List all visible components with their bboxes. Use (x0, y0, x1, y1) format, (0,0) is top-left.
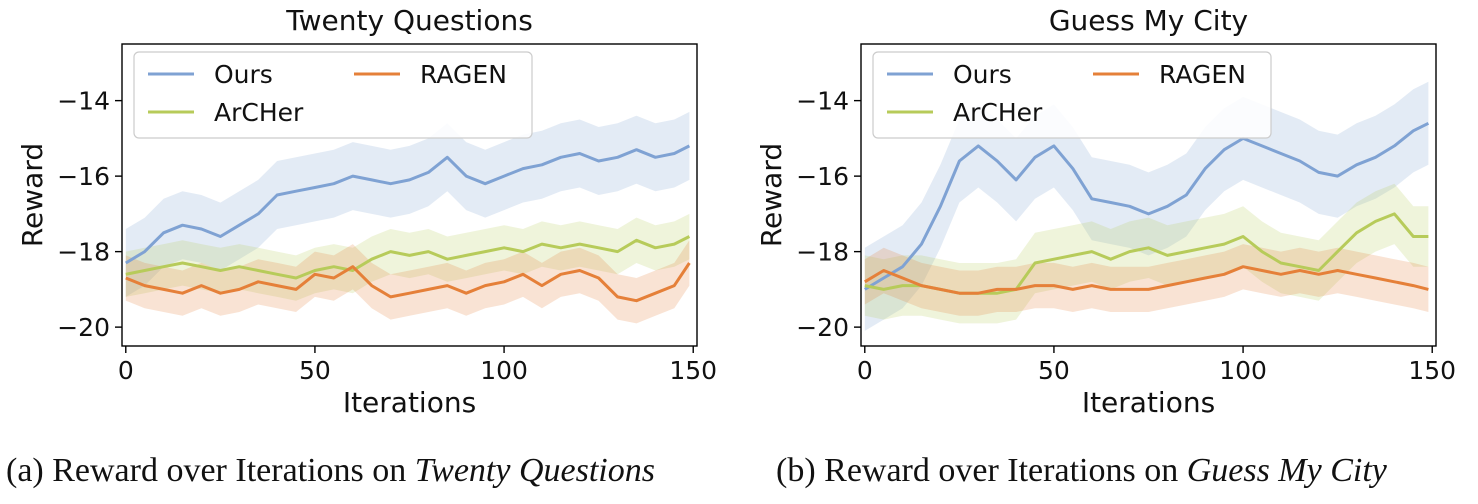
chart-1-legend-label-archer: ArCHer (953, 98, 1043, 127)
chart-1-band-ragen (864, 244, 1429, 316)
chart-0-ytick-label-2: −16 (57, 162, 110, 191)
chart-1-line-ours (864, 121, 1430, 291)
chart-0-frame (121, 43, 698, 347)
chart-0-xtick-label-0: 0 (118, 356, 134, 385)
chart-1-ytick-label-3: −14 (796, 87, 849, 116)
chart-1-legend-label-ragen: RAGEN (1159, 60, 1246, 89)
caption-b-emph: Guess My City (1186, 452, 1387, 489)
caption-a: (a) Reward over Iterations on Twenty Que… (6, 452, 655, 496)
chart-0-legend-box (133, 51, 533, 139)
chart-0-xlabel: Iterations (343, 386, 476, 419)
chart-0-title: Twenty Questions (285, 4, 533, 37)
chart-0-legend-label-archer: ArCHer (214, 98, 304, 127)
chart-1-ytick-label-2: −16 (796, 162, 849, 191)
chart-1-legend: Ours RAGEN ArCHer (872, 51, 1272, 139)
chart-0-ytick-label-3: −14 (57, 87, 110, 116)
chart-1-xtick-label-100: 100 (1219, 356, 1267, 385)
chart-0-ytick-label-1: −18 (57, 238, 110, 267)
chart-1-band-ours (864, 81, 1429, 331)
chart-1-legend-box (872, 51, 1272, 139)
caption-b: (b) Reward over Iterations on Guess My C… (776, 452, 1387, 496)
chart-1-legend-label-ours: Ours (953, 60, 1012, 89)
chart-0-band-ours (125, 111, 690, 297)
chart-0-band-ragen (125, 240, 690, 324)
chart-0-line-ragen (125, 262, 691, 303)
chart-panel-guess-my-city: Guess My City 0 50 100 150 −20 −18 −16 −14 Iterat… (755, 4, 1456, 419)
chart-1-line-ragen (864, 265, 1429, 295)
chart-1-ytick-label-0: −20 (796, 313, 849, 342)
chart-1-title: Guess My City (1049, 4, 1248, 37)
chart-0-ytick-label-0: −20 (57, 313, 110, 342)
chart-0-legend-label-ours: Ours (214, 60, 273, 89)
chart-1-xtick-label-150: 150 (1408, 356, 1456, 385)
chart-0-line-ours (125, 144, 691, 265)
chart-1-ytick-label-1: −18 (796, 238, 849, 267)
chart-0-legend: Ours RAGEN ArCHer (133, 51, 533, 139)
caption-a-prefix: (a) Reward over Iterations on (6, 452, 415, 489)
chart-0-band-archer (125, 213, 690, 301)
chart-1-xtick-label-50: 50 (1038, 356, 1070, 385)
chart-0-xtick-label-150: 150 (669, 356, 717, 385)
caption-b-prefix: (b) Reward over Iterations on (776, 452, 1187, 489)
chart-1-xtick-label-0: 0 (857, 356, 873, 385)
chart-0-xtick-label-50: 50 (299, 356, 331, 385)
chart-1-xlabel: Iterations (1082, 386, 1215, 419)
chart-0-ylabel: Reward (16, 143, 49, 247)
chart-1-ylabel: Reward (755, 143, 788, 247)
chart-1-frame (860, 43, 1437, 347)
chart-0-xtick-label-100: 100 (480, 356, 528, 385)
chart-panel-twenty-questions: Twenty Questions 0 50 100 150 −20 −18 −16 −14 Ite… (16, 4, 717, 419)
chart-0-line-archer (125, 235, 691, 280)
chart-0-legend-label-ragen: RAGEN (420, 60, 507, 89)
caption-a-emph: Twenty Questions (414, 452, 655, 489)
